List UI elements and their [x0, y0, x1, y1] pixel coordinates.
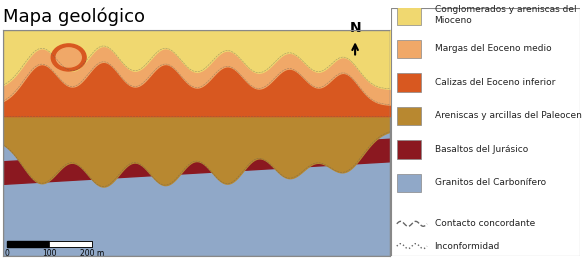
Bar: [7, 241, 49, 247]
Text: Contacto concordante: Contacto concordante: [435, 219, 535, 228]
Text: N: N: [349, 21, 361, 35]
Text: Granitos del Carbonífero: Granitos del Carbonífero: [435, 178, 546, 187]
Text: Calizas del Eoceno inferior: Calizas del Eoceno inferior: [435, 78, 555, 87]
Bar: [397, 73, 421, 92]
Text: Inconformidad: Inconformidad: [435, 242, 500, 251]
Bar: [397, 107, 421, 125]
Text: Mapa geológico: Mapa geológico: [3, 8, 145, 26]
Text: 100: 100: [42, 249, 56, 258]
Bar: [397, 173, 421, 192]
Bar: [49, 241, 92, 247]
Ellipse shape: [56, 48, 81, 67]
Text: Basaltos del Jurásico: Basaltos del Jurásico: [435, 145, 528, 154]
Bar: [397, 40, 421, 58]
Bar: [7, 241, 92, 247]
Text: 0: 0: [4, 249, 9, 258]
Text: 200 m: 200 m: [80, 249, 104, 258]
Bar: [397, 140, 421, 159]
Ellipse shape: [51, 44, 86, 71]
Text: Margas del Eoceno medio: Margas del Eoceno medio: [435, 44, 551, 53]
Text: Areniscas y arcillas del Paleoceno: Areniscas y arcillas del Paleoceno: [435, 111, 582, 120]
Bar: [397, 6, 421, 25]
Text: Conglomerados y areniscas del
Mioceno: Conglomerados y areniscas del Mioceno: [435, 5, 576, 25]
